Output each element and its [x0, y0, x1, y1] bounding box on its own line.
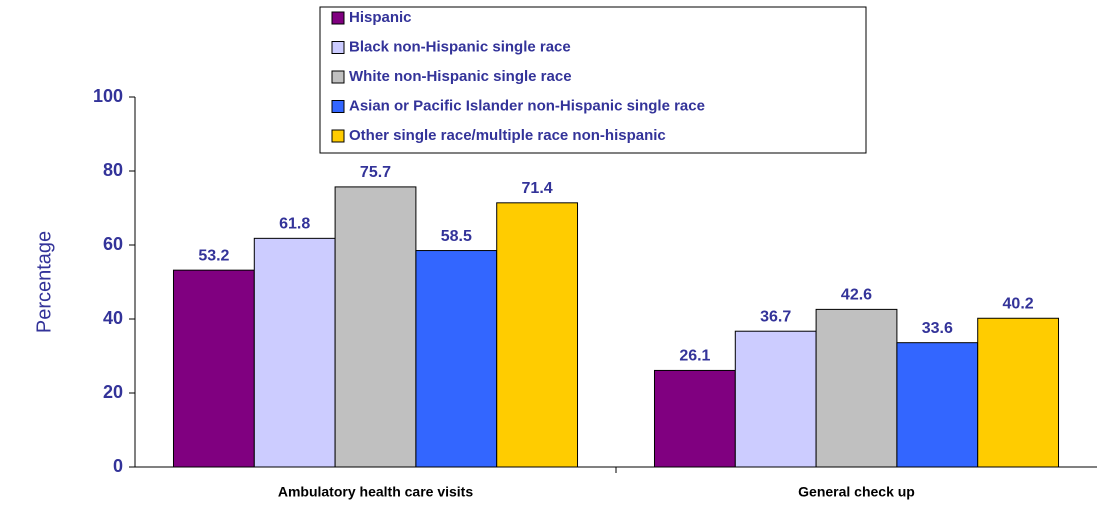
legend-label: Asian or Pacific Islander non-Hispanic s… — [349, 97, 705, 114]
bar — [653, 369, 736, 468]
bar — [253, 237, 336, 468]
value-label: 40.2 — [1003, 295, 1034, 312]
legend-box — [319, 6, 867, 154]
legend-swatch — [331, 41, 345, 54]
legend-swatch — [331, 70, 345, 84]
value-label: 36.7 — [760, 308, 791, 325]
y-axis-label: Percentage — [33, 231, 55, 333]
legend-swatch — [331, 11, 345, 25]
value-label: 42.6 — [841, 287, 872, 304]
bar — [896, 342, 979, 468]
legend-label: Hispanic — [349, 9, 412, 26]
y-tick-label: 60 — [103, 234, 123, 254]
bar — [334, 186, 417, 468]
value-label: 53.2 — [198, 247, 229, 264]
x-tick-label: General check up — [798, 484, 915, 500]
value-label: 61.8 — [279, 216, 310, 233]
value-label: 26.1 — [679, 348, 710, 365]
y-tick-label: 100 — [93, 86, 123, 106]
bar — [815, 308, 898, 468]
y-tick-label: 80 — [103, 160, 123, 180]
legend-label: Other single race/multiple race non-hisp… — [349, 127, 666, 144]
value-label: 33.6 — [922, 320, 953, 337]
legend-label: Black non-Hispanic single race — [349, 38, 571, 55]
bar — [496, 202, 579, 468]
legend-swatch — [331, 129, 345, 143]
value-label: 71.4 — [522, 180, 553, 197]
x-tick-label: Ambulatory health care visits — [278, 484, 474, 500]
bar — [734, 330, 817, 468]
value-label: 75.7 — [360, 164, 391, 181]
legend-label: White non-Hispanic single race — [349, 68, 572, 85]
bar — [415, 250, 498, 468]
legend-swatch — [331, 100, 345, 113]
bar — [977, 317, 1060, 468]
bar — [172, 269, 255, 468]
y-tick-label: 0 — [113, 456, 123, 476]
y-tick-label: 40 — [103, 308, 123, 328]
y-tick-label: 20 — [103, 382, 123, 402]
value-label: 58.5 — [441, 228, 472, 245]
